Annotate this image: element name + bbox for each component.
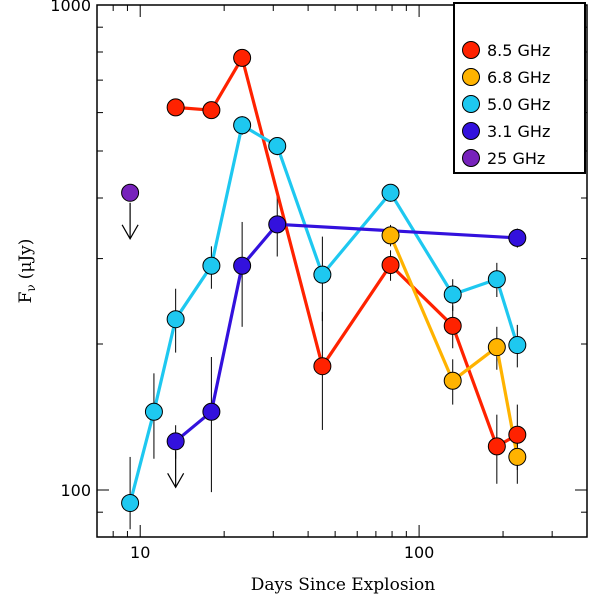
legend-marker-8-5-ghz <box>462 41 480 59</box>
data-point-6-8-ghz <box>487 338 506 357</box>
x-tick-label: 100 <box>404 543 435 562</box>
data-point-5-0-ghz <box>202 256 221 275</box>
data-point-8-5-ghz <box>381 256 400 275</box>
legend-marker-3-1-ghz <box>462 122 480 140</box>
data-point-3-1-ghz <box>268 215 287 234</box>
data-point-5-0-ghz <box>443 285 462 304</box>
y-axis-label: Fν (μJy) <box>16 239 38 304</box>
x-tick-label: 10 <box>130 543 150 562</box>
data-point-5-0-ghz <box>508 336 527 355</box>
data-point-8-5-ghz <box>202 101 221 120</box>
legend-label-8-5-ghz: 8.5 GHz <box>487 41 550 60</box>
legend-label-3-1-ghz: 3.1 GHz <box>487 122 550 141</box>
data-point-6-8-ghz <box>508 447 527 466</box>
data-point-5-0-ghz <box>487 270 506 289</box>
data-point-5-0-ghz <box>313 265 332 284</box>
upper-limit-arrow-head <box>167 473 185 489</box>
legend-label-6-8-ghz: 6.8 GHz <box>487 68 550 87</box>
legend: 8.5 GHz 6.8 GHz 5.0 GHz 3.1 GHz 25 GHz <box>453 2 586 174</box>
legend-marker-25-ghz <box>462 149 480 167</box>
data-point-3-1-ghz <box>202 402 221 421</box>
legend-marker-6-8-ghz <box>462 68 480 86</box>
x-axis-label: Days Since Explosion <box>251 575 435 595</box>
legend-marker-5-0-ghz <box>462 95 480 113</box>
upper-limit-arrow-head <box>121 224 139 241</box>
data-point-3-1-ghz <box>508 228 527 247</box>
series-line-8-5-ghz <box>175 56 519 448</box>
plot-frame <box>96 4 588 538</box>
y-axis-label-symbol: F <box>16 291 36 303</box>
data-points <box>121 48 527 513</box>
data-point-5-0-ghz <box>268 137 287 156</box>
legend-label-5-0-ghz: 5.0 GHz <box>487 95 550 114</box>
data-point-8-5-ghz <box>487 437 506 456</box>
y-axis-label-unit: (μJy) <box>16 239 36 280</box>
data-point-8-5-ghz <box>508 425 527 444</box>
data-point-25-ghz <box>121 183 140 202</box>
y-tick-label: 100 <box>60 481 91 500</box>
data-point-5-0-ghz <box>166 310 185 329</box>
data-point-5-0-ghz <box>144 402 163 421</box>
tick-labels: 10 100 100 1000 <box>50 0 434 562</box>
y-tick-label: 1000 <box>50 0 91 15</box>
data-point-6-8-ghz <box>381 226 400 245</box>
data-point-3-1-ghz <box>166 432 185 451</box>
data-point-5-0-ghz <box>233 116 252 135</box>
data-point-5-0-ghz <box>121 494 140 513</box>
y-axis-label-subscript: ν <box>24 284 38 291</box>
legend-box <box>453 2 586 174</box>
series-line-6-8-ghz <box>389 234 519 458</box>
data-point-6-8-ghz <box>443 371 462 390</box>
data-point-8-5-ghz <box>166 98 185 117</box>
data-point-8-5-ghz <box>443 316 462 335</box>
data-point-5-0-ghz <box>381 183 400 202</box>
data-point-8-5-ghz <box>313 357 332 376</box>
data-point-3-1-ghz <box>233 256 252 275</box>
legend-label-25-ghz: 25 GHz <box>487 149 545 168</box>
upper-limit-arrows <box>121 202 185 489</box>
data-point-8-5-ghz <box>233 48 252 67</box>
